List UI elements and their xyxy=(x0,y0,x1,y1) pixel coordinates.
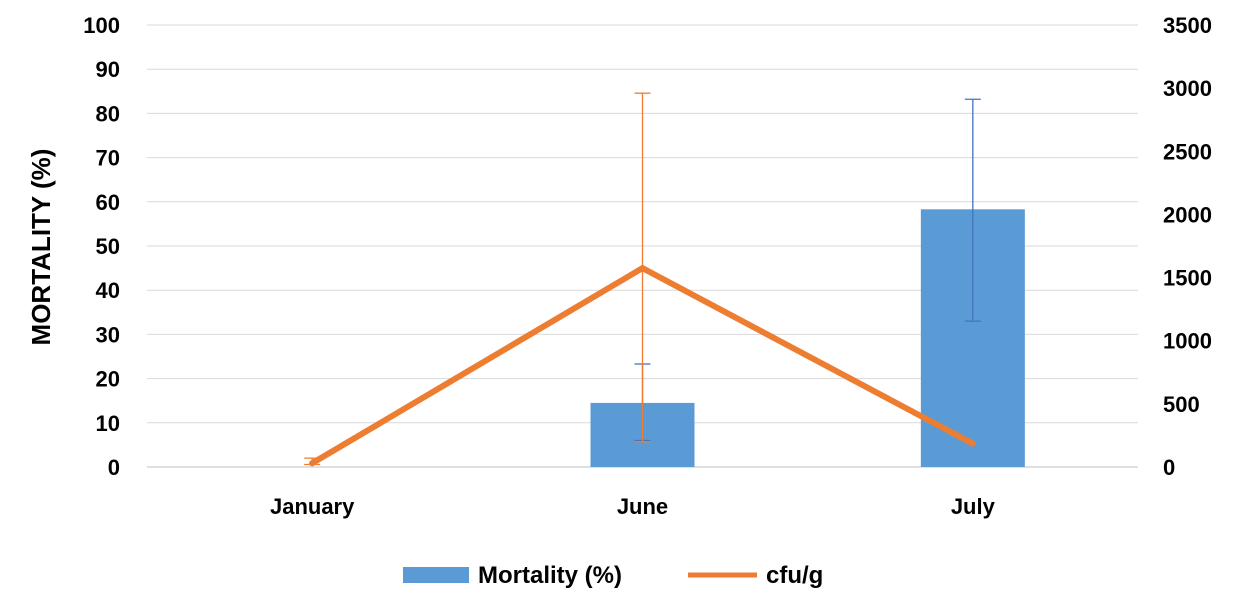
y-tick-label: 80 xyxy=(96,101,120,126)
left-axis-ticks: 0 10 20 30 40 50 60 70 80 90 100 xyxy=(83,13,120,480)
y-tick-label: 50 xyxy=(96,234,120,259)
x-tick-label: January xyxy=(270,494,355,519)
y-tick-label: 10 xyxy=(96,411,120,436)
legend-label-mortality: Mortality (%) xyxy=(478,562,622,589)
legend: Mortality (%) cfu/g xyxy=(403,562,823,589)
x-axis-ticks: January June July xyxy=(270,494,996,519)
y-tick-label: 100 xyxy=(83,13,120,38)
line-point xyxy=(969,440,976,447)
x-tick-label: July xyxy=(951,494,996,519)
y-tick-label: 0 xyxy=(108,455,120,480)
y-tick-label: 70 xyxy=(96,146,120,171)
y-tick-label: 90 xyxy=(96,57,120,82)
y-tick-label: 40 xyxy=(96,278,120,303)
y2-tick-label: 2500 xyxy=(1163,139,1212,164)
y2-tick-label: 3500 xyxy=(1163,13,1212,38)
y2-tick-label: 1000 xyxy=(1163,329,1212,354)
y2-tick-label: 2000 xyxy=(1163,202,1212,227)
line-error-bars xyxy=(304,92,651,466)
right-axis-ticks: 0 500 1000 1500 2000 2500 3000 3500 xyxy=(1163,13,1212,480)
y2-tick-label: 0 xyxy=(1163,455,1175,480)
y2-tick-label: 500 xyxy=(1163,392,1200,417)
y-tick-label: 30 xyxy=(96,322,120,347)
y-tick-label: 20 xyxy=(96,367,120,392)
legend-swatch-mortality xyxy=(403,567,469,583)
y-axis-label: MORTALITY (%) xyxy=(26,149,56,346)
legend-label-cfu: cfu/g xyxy=(766,562,823,589)
y-tick-label: 60 xyxy=(96,190,120,215)
x-tick-label: June xyxy=(617,494,668,519)
bar-series-mortality xyxy=(590,209,1025,467)
y2-tick-label: 3000 xyxy=(1163,76,1212,101)
y2-tick-label: 1500 xyxy=(1163,266,1212,291)
